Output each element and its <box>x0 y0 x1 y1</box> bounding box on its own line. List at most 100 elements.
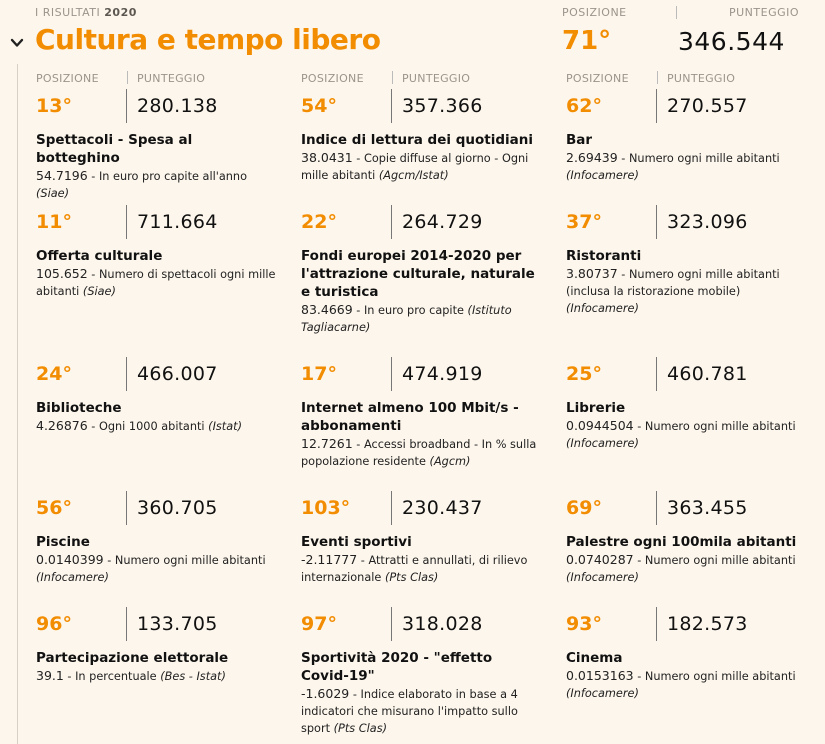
indicator-unit: - Numero ogni mille abitanti (inclusa la… <box>566 268 780 298</box>
indicator-rank: 13° <box>36 95 72 117</box>
indicator-name: Bar <box>566 132 593 148</box>
indicator-description: 38.0431 - Copie diffuse al giorno - Ogni… <box>301 149 541 184</box>
indicator-text: Offerta culturale 105.652 - Numero di spe… <box>36 247 281 300</box>
indicator-divider <box>656 89 657 123</box>
indicator-rank: 11° <box>36 211 72 233</box>
indicator-name: Librerie <box>566 400 626 416</box>
indicator-text: Fondi europei 2014-2020 per l'attrazione… <box>301 247 546 336</box>
indicator-text: Librerie 0.0944504 - Numero ogni mille ab… <box>566 399 811 452</box>
indicator-source: (Agcm/Istat) <box>378 169 449 182</box>
indicator-divider <box>126 607 127 641</box>
indicator-rank: 69° <box>566 497 602 519</box>
indicator-description: 0.0944504 - Numero ogni mille abitanti (… <box>566 417 806 452</box>
indicator-unit: - Numero ogni mille abitanti <box>633 670 796 683</box>
indicator-score: 318.028 <box>402 613 483 635</box>
indicator-source: (Siae) <box>36 187 69 200</box>
indicator-score: 360.705 <box>137 497 218 519</box>
indicator-value: 54.7196 <box>36 168 88 183</box>
indicator-source: (Pts Clas) <box>384 571 439 584</box>
indicator-source: (Infocamere) <box>566 302 639 315</box>
indicator-unit: - Numero ogni mille abitanti <box>617 152 780 165</box>
indicator-score: 280.138 <box>137 95 218 117</box>
indicator-divider <box>126 205 127 239</box>
indicator-rank: 25° <box>566 363 602 385</box>
indicator-source: (Infocamere) <box>566 169 639 182</box>
col2-label-divider <box>392 71 393 84</box>
indicator-value: 3.80737 <box>566 266 618 281</box>
indicator-value: 0.0140399 <box>36 552 104 567</box>
indicator-name: Palestre ogni 100mila abitanti <box>566 534 797 550</box>
indicator-rank: 96° <box>36 613 72 635</box>
indicator-name: Cinema <box>566 650 623 666</box>
indicator-rank: 97° <box>301 613 337 635</box>
indicator-text: Spettacoli - Spesa al botteghino 54.7196 … <box>36 131 281 202</box>
indicator-score: 474.919 <box>402 363 483 385</box>
indicator-value: 2.69439 <box>566 150 618 165</box>
indicator-score: 182.573 <box>667 613 748 635</box>
indicator-value: 0.0740287 <box>566 552 634 567</box>
results-label: I RISULTATI 2020 <box>35 6 137 19</box>
indicator-description: -2.11777 - Attratti e annullati, di rili… <box>301 551 541 586</box>
indicator-divider <box>391 205 392 239</box>
indicator-text: Eventi sportivi -2.11777 - Attratti e ann… <box>301 533 546 586</box>
indicator-rank: 56° <box>36 497 72 519</box>
indicator-score: 711.664 <box>137 211 218 233</box>
indicator-text: Biblioteche 4.26876 - Ogni 1000 abitanti … <box>36 399 281 435</box>
indicator-rank: 24° <box>36 363 72 385</box>
indicator-source: (Infocamere) <box>566 437 639 450</box>
indicator-description: 39.1 - In percentuale (Bes - Istat) <box>36 667 276 685</box>
indicator-unit: - Indice elaborato in base a 4 indicator… <box>301 688 518 735</box>
indicator-unit: - Ogni 1000 abitanti <box>87 420 209 433</box>
col3-position-label: POSIZIONE <box>566 72 629 85</box>
indicator-score: 264.729 <box>402 211 483 233</box>
indicator-unit: - Numero di spettacoli ogni mille abitan… <box>36 268 276 298</box>
indicator-value: 0.0153163 <box>566 668 634 683</box>
indicator-source: (Infocamere) <box>566 687 639 700</box>
indicator-text: Indice di lettura dei quotidiani 38.0431 … <box>301 131 546 184</box>
indicator-unit: - In euro pro capite all'anno <box>87 170 247 183</box>
indicator-unit: - Accessi broadband - In % sulla popolaz… <box>301 438 537 468</box>
page-title: Cultura e tempo libero <box>35 23 381 56</box>
indicator-name: Fondi europei 2014-2020 per l'attrazione… <box>301 248 535 300</box>
indicator-score: 270.557 <box>667 95 748 117</box>
indicator-name: Eventi sportivi <box>301 534 412 550</box>
indicator-score: 357.366 <box>402 95 483 117</box>
indicator-divider <box>656 357 657 391</box>
indicator-score: 230.437 <box>402 497 483 519</box>
indicator-text: Bar 2.69439 - Numero ogni mille abitanti … <box>566 131 811 184</box>
indicator-divider <box>391 607 392 641</box>
indicator-divider <box>656 491 657 525</box>
indicator-value: -2.11777 <box>301 552 358 567</box>
indicator-description: 4.26876 - Ogni 1000 abitanti (Istat) <box>36 417 276 435</box>
indicator-name: Ristoranti <box>566 248 642 264</box>
indicator-description: 3.80737 - Numero ogni mille abitanti (in… <box>566 265 806 317</box>
indicator-rank: 17° <box>301 363 337 385</box>
chevron-down-icon[interactable] <box>10 36 24 50</box>
indicator-description: 54.7196 - In euro pro capite all'anno (S… <box>36 167 276 202</box>
indicator-divider <box>391 491 392 525</box>
indicator-text: Cinema 0.0153163 - Numero ogni mille abit… <box>566 649 811 702</box>
indicator-value: 83.4669 <box>301 302 353 317</box>
col1-label-divider <box>127 71 128 84</box>
indicator-score: 466.007 <box>137 363 218 385</box>
indicator-unit: - Attratti e annullati, di rilievo inter… <box>301 554 528 584</box>
indicator-unit: - Numero ogni mille abitanti <box>633 554 796 567</box>
col3-label-divider <box>657 71 658 84</box>
indicator-description: 0.0740287 - Numero ogni mille abitanti (… <box>566 551 806 586</box>
indicator-value: 4.26876 <box>36 418 88 433</box>
indicator-score: 323.096 <box>667 211 748 233</box>
indicator-divider <box>391 89 392 123</box>
indicator-value: 38.0431 <box>301 150 353 165</box>
indicator-source: (Infocamere) <box>36 571 109 584</box>
indicator-source: (Istituto Tagliacarne) <box>301 304 512 334</box>
indicator-score: 363.455 <box>667 497 748 519</box>
indicator-description: 12.7261 - Accessi broadband - In % sulla… <box>301 435 541 470</box>
indicator-score: 460.781 <box>667 363 748 385</box>
indicator-unit: - Numero ogni mille abitanti <box>103 554 266 567</box>
indicator-description: 0.0140399 - Numero ogni mille abitanti (… <box>36 551 276 586</box>
indicator-source: (Infocamere) <box>566 571 639 584</box>
col1-score-label: PUNTEGGIO <box>137 72 206 85</box>
indicator-source: (Bes - Istat) <box>160 670 226 683</box>
indicator-text: Palestre ogni 100mila abitanti 0.0740287 … <box>566 533 811 586</box>
indicator-unit: - Numero ogni mille abitanti <box>633 420 796 433</box>
